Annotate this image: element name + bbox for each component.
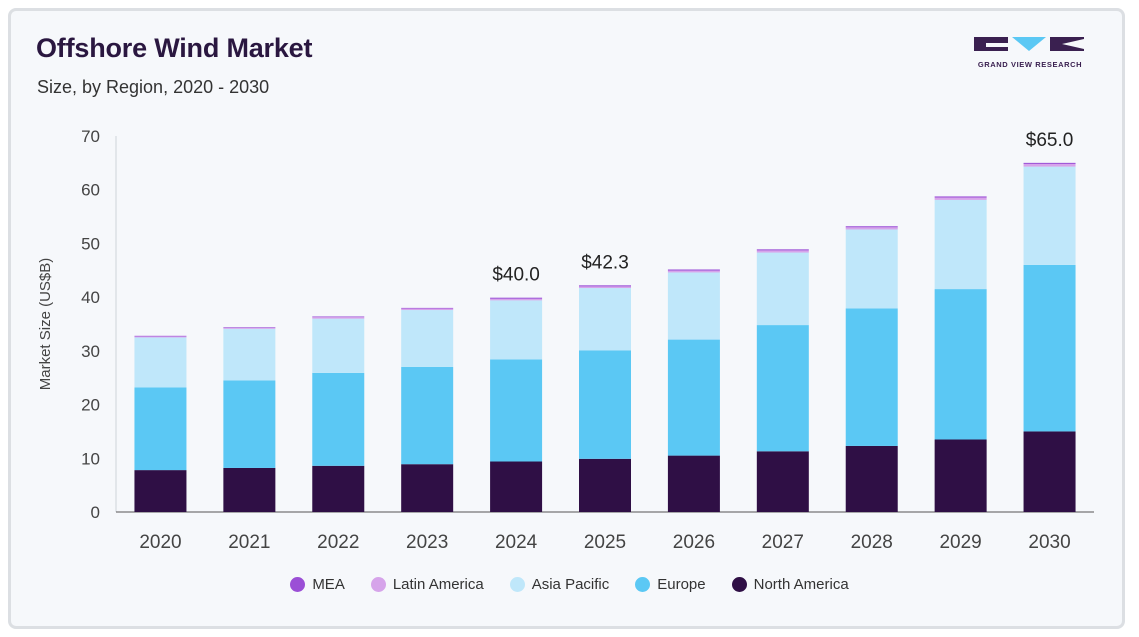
data-label-2025: $42.3 — [581, 252, 629, 273]
bar-asia-pacific-2023 — [401, 310, 454, 367]
x-tick-label: 2026 — [673, 532, 715, 553]
bar-europe-2021 — [223, 380, 276, 468]
legend-label: Europe — [657, 575, 706, 593]
bar-europe-2028 — [845, 308, 898, 446]
bar-north-america-2023 — [401, 464, 454, 512]
bar-north-america-2027 — [756, 451, 809, 512]
bar-mea-2020 — [134, 335, 187, 337]
bar-europe-2024 — [490, 359, 543, 462]
bar-mea-2027 — [756, 249, 809, 251]
x-tick-label: 2027 — [762, 532, 804, 553]
bar-asia-pacific-2026 — [667, 272, 720, 340]
bar-latin-america-2027 — [756, 250, 809, 253]
bar-mea-2025 — [579, 285, 631, 287]
bar-mea-2023 — [401, 307, 454, 309]
y-axis-label: Market Size (US$B) — [37, 258, 54, 391]
bar-mea-2024 — [490, 297, 543, 299]
bar-mea-2029 — [934, 196, 987, 198]
y-tick-label: 40 — [81, 288, 100, 307]
bar-latin-america-2020 — [134, 336, 187, 338]
legend-swatch — [731, 576, 747, 592]
bar-asia-pacific-2022 — [312, 318, 365, 373]
brand-name: GRAND VIEW RESEARCH — [977, 60, 1083, 69]
bar-europe-2030 — [1023, 264, 1076, 432]
legend-item-europe: Europe — [635, 575, 706, 593]
bar-latin-america-2021 — [223, 327, 276, 329]
bar-north-america-2024 — [490, 461, 543, 512]
bar-asia-pacific-2028 — [845, 229, 898, 309]
legend-label: Asia Pacific — [531, 575, 610, 593]
bar-latin-america-2024 — [490, 298, 543, 301]
x-tick-label: 2028 — [851, 532, 893, 553]
bar-latin-america-2028 — [845, 227, 898, 230]
bar-latin-america-2022 — [312, 317, 365, 319]
bar-latin-america-2026 — [667, 270, 720, 273]
y-tick-label: 70 — [81, 127, 100, 146]
x-tick-label: 2020 — [139, 532, 181, 553]
bar-asia-pacific-2025 — [579, 288, 631, 351]
y-tick-label: 60 — [81, 181, 100, 200]
legend-swatch — [290, 576, 306, 592]
bar-north-america-2030 — [1023, 431, 1076, 512]
legend-item-latin-america: Latin America — [370, 575, 484, 593]
bar-north-america-2021 — [223, 467, 276, 512]
y-tick-label: 10 — [81, 449, 100, 468]
bar-europe-2026 — [667, 339, 720, 456]
bar-north-america-2026 — [667, 455, 720, 512]
bar-mea-2022 — [312, 316, 365, 318]
legend-swatch — [370, 576, 386, 592]
x-tick-label: 2021 — [228, 532, 270, 553]
bar-europe-2029 — [934, 289, 987, 440]
bar-mea-2030 — [1023, 162, 1076, 164]
bar-north-america-2028 — [845, 445, 898, 512]
bar-mea-2021 — [223, 327, 276, 328]
chart-title: Offshore Wind Market — [36, 33, 313, 63]
legend-label: MEA — [312, 575, 345, 593]
x-tick-label: 2025 — [584, 532, 626, 553]
x-tick-label: 2022 — [317, 532, 359, 553]
chart-legend: MEA Latin America Asia Pacific Europe North … — [0, 572, 1139, 596]
bar-north-america-2022 — [312, 465, 365, 512]
bar-mea-2026 — [667, 269, 720, 271]
legend-swatch — [635, 576, 651, 592]
x-tick-label: 2030 — [1028, 532, 1070, 553]
bar-latin-america-2025 — [579, 286, 631, 289]
bar-north-america-2020 — [134, 470, 187, 512]
bar-latin-america-2030 — [1023, 163, 1076, 167]
legend-item-north-america: North America — [731, 575, 849, 593]
bar-europe-2025 — [579, 350, 631, 459]
y-tick-label: 50 — [81, 234, 100, 253]
x-tick-label: 2023 — [406, 532, 448, 553]
data-label-2030: $65.0 — [1026, 130, 1074, 151]
bar-mea-2028 — [845, 226, 898, 228]
bar-north-america-2025 — [579, 458, 631, 512]
chart-subtitle: Size, by Region, 2020 - 2030 — [37, 77, 270, 97]
y-tick-label: 30 — [81, 342, 100, 361]
legend-label: North America — [753, 575, 849, 593]
bar-europe-2027 — [756, 325, 809, 452]
bar-latin-america-2029 — [934, 197, 987, 200]
data-label-2024: $40.0 — [492, 265, 540, 286]
legend-item-asia-pacific: Asia Pacific — [509, 575, 610, 593]
bar-asia-pacific-2029 — [934, 199, 987, 290]
bar-asia-pacific-2027 — [756, 252, 809, 326]
bar-asia-pacific-2024 — [490, 300, 543, 360]
bar-north-america-2029 — [934, 439, 987, 512]
bar-asia-pacific-2020 — [134, 337, 187, 388]
bar-europe-2023 — [401, 366, 454, 465]
bar-europe-2020 — [134, 387, 187, 471]
brand-logo — [974, 37, 1084, 51]
bar-latin-america-2023 — [401, 308, 454, 311]
x-tick-label: 2029 — [939, 532, 981, 553]
bar-europe-2022 — [312, 372, 365, 466]
bar-asia-pacific-2030 — [1023, 166, 1076, 265]
legend-swatch — [509, 576, 525, 592]
legend-item-mea: MEA — [290, 576, 345, 593]
y-tick-label: 0 — [91, 503, 100, 522]
bar-asia-pacific-2021 — [223, 328, 276, 381]
y-tick-label: 20 — [81, 396, 100, 415]
x-tick-label: 2024 — [495, 532, 538, 553]
legend-label: Latin America — [392, 575, 484, 593]
